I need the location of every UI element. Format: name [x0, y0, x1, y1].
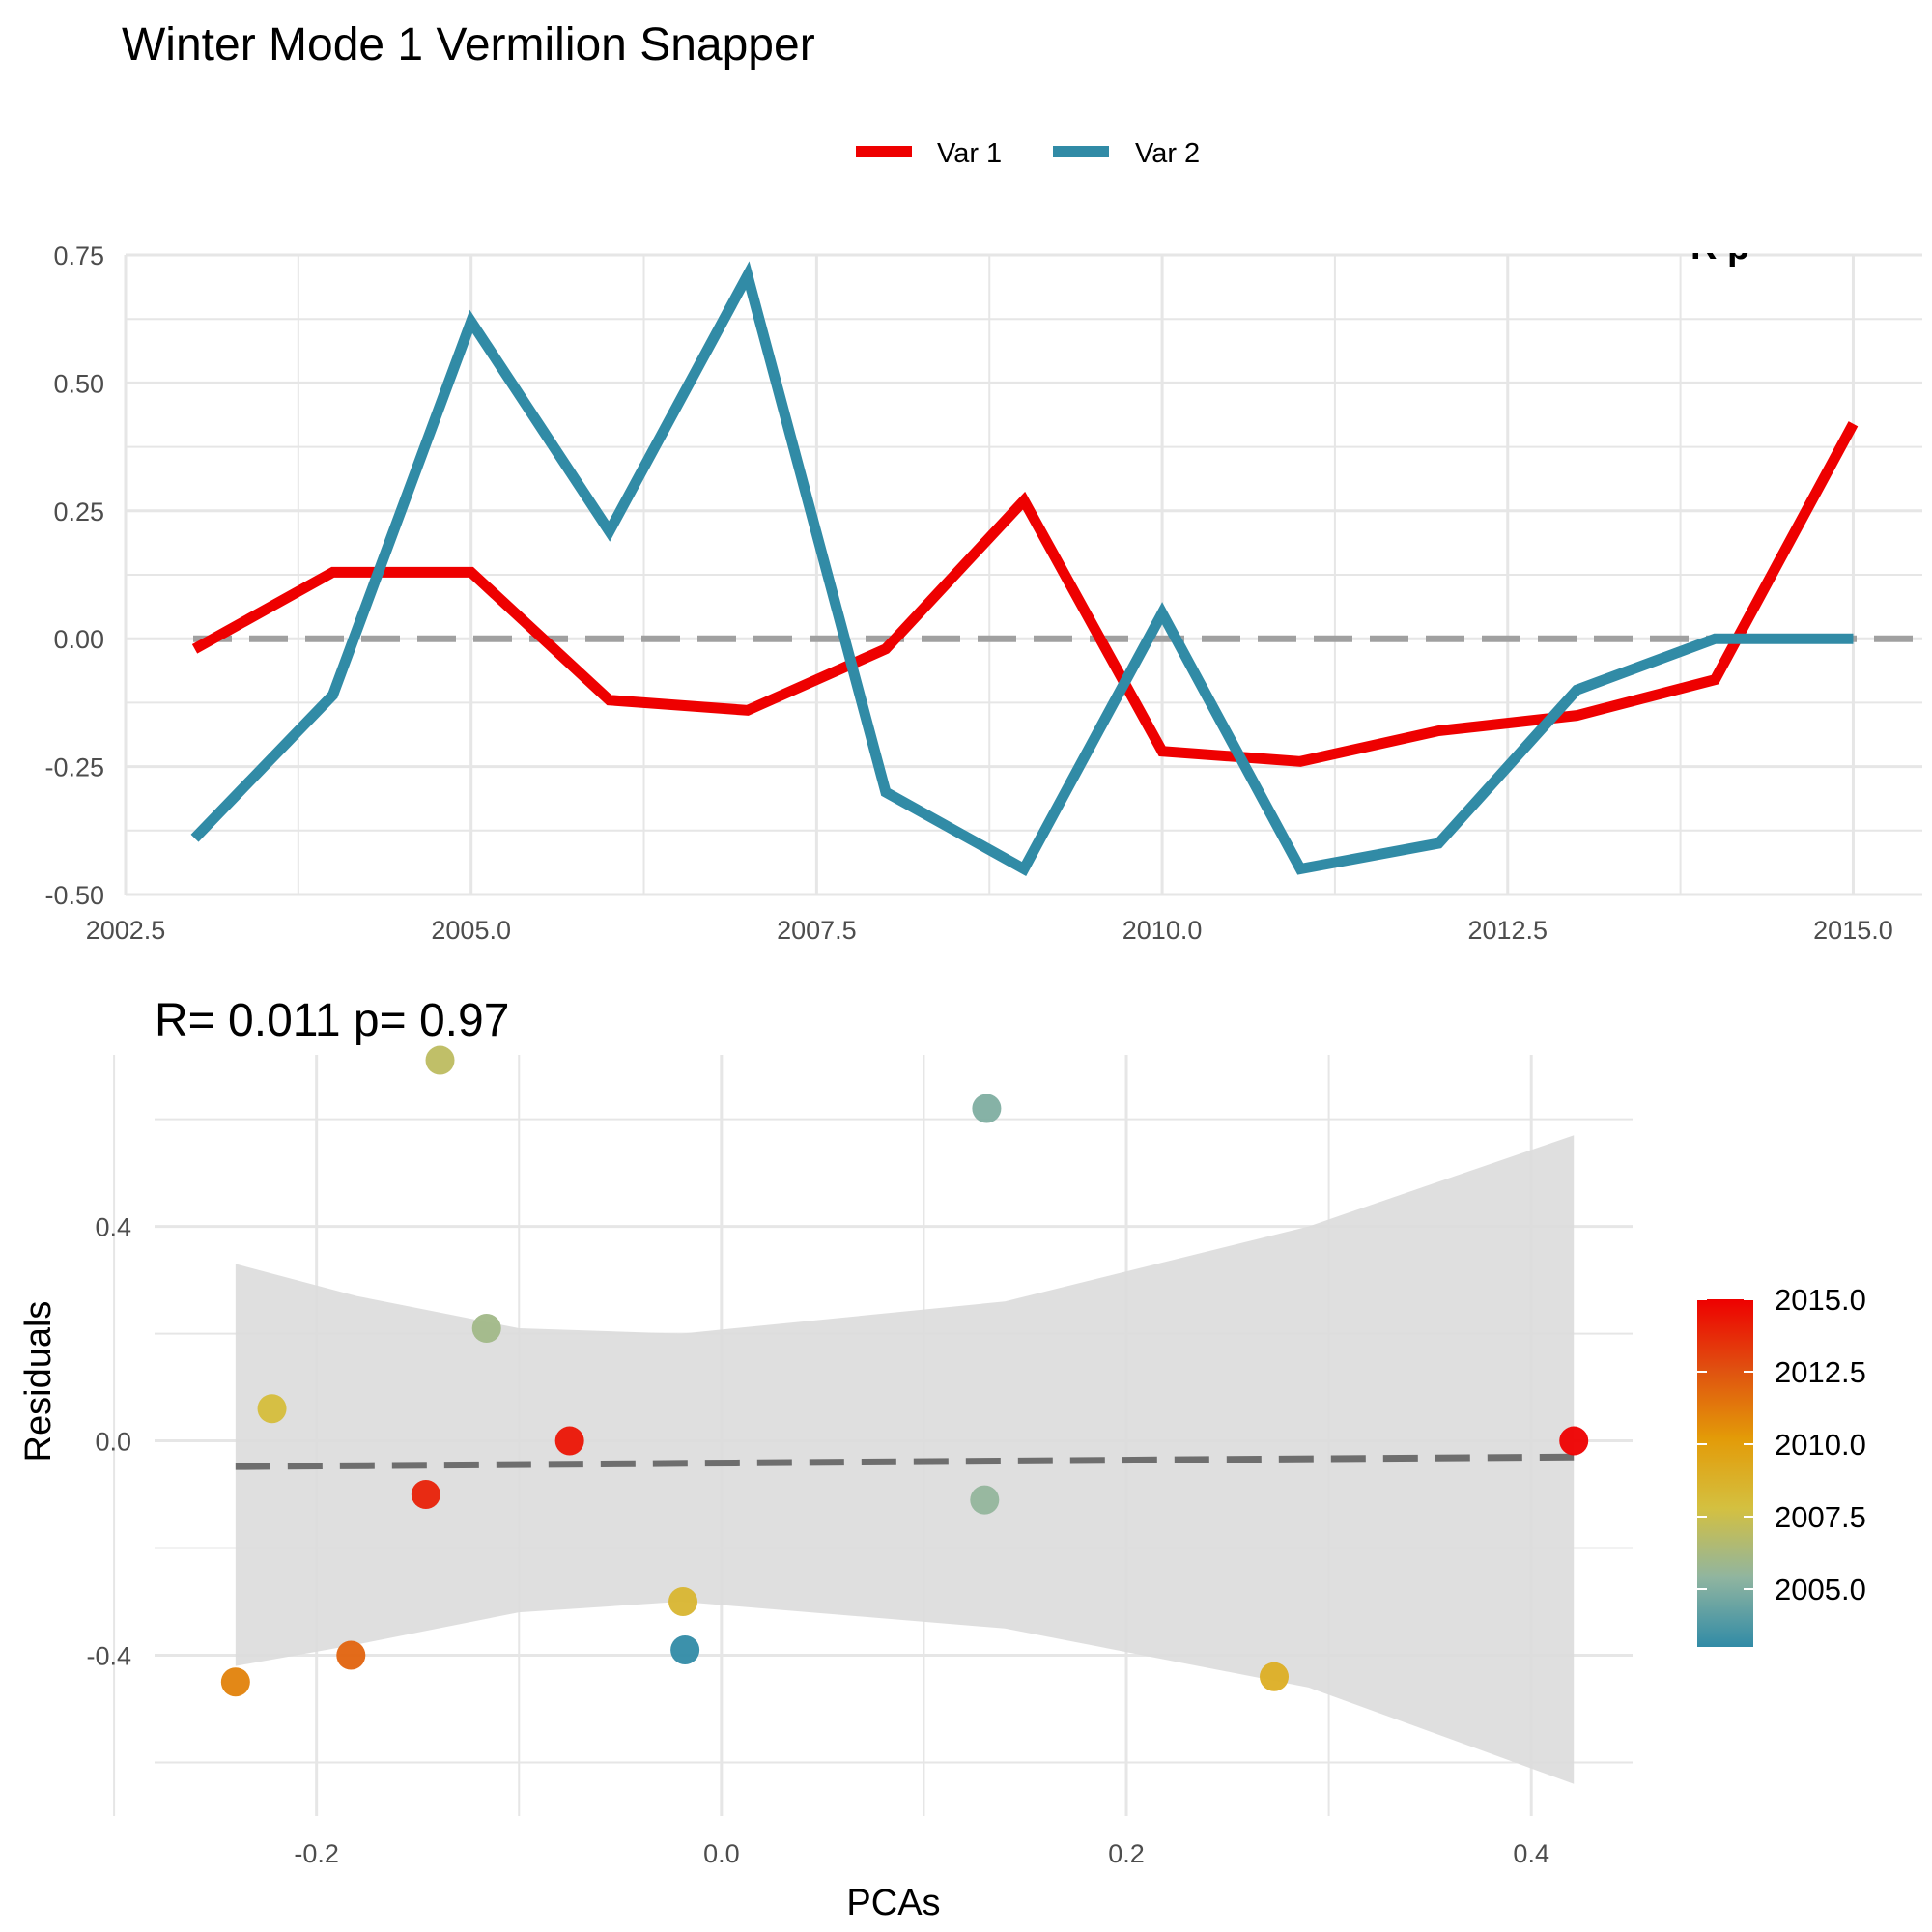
x-tick-label: 2010.0 — [1122, 916, 1203, 945]
scatter-point — [970, 1485, 1000, 1515]
colorbar — [1697, 1299, 1753, 1647]
figure-title: Winter Mode 1 Vermilion Snapper — [122, 19, 815, 71]
confidence-ribbon — [235, 1135, 1575, 1784]
scatter-point — [554, 1426, 584, 1456]
y-tick-label: -0.50 — [44, 881, 104, 910]
scatter-point — [1260, 1662, 1290, 1691]
y-tick-label: 0.75 — [53, 242, 104, 270]
series-line-var1 — [191, 421, 1859, 767]
scatter-point — [220, 1667, 250, 1697]
x-tick-label: 2012.5 — [1467, 916, 1548, 945]
colorbar-tick-label: 2005.0 — [1775, 1573, 1866, 1606]
y-tick-label: 0.0 — [95, 1428, 131, 1457]
scatter-title: R= 0.011 p= 0.97 — [155, 995, 509, 1046]
colorbar-tick-label: 2012.5 — [1775, 1355, 1866, 1389]
x-tick-label: 0.2 — [1108, 1839, 1145, 1868]
scatter-point — [668, 1587, 698, 1617]
legend-var1-label: Var 1 — [937, 138, 1002, 169]
corner-clip — [1642, 193, 1932, 253]
x-tick-label: 0.4 — [1513, 1839, 1549, 1868]
y-tick-label: 0.25 — [53, 497, 104, 526]
regression-fit-line — [235, 1453, 1575, 1470]
scatter-point — [257, 1394, 287, 1424]
colorbar-tick-label: 2007.5 — [1775, 1500, 1866, 1534]
scatter-point — [670, 1634, 700, 1664]
scatter-point — [471, 1314, 501, 1344]
x-tick-label: 2002.5 — [86, 916, 166, 945]
legend-var2-label: Var 2 — [1135, 138, 1200, 169]
scatter-point — [972, 1094, 1002, 1123]
y-tick-label: 0.50 — [53, 369, 104, 398]
y-tick-label: 0.4 — [95, 1213, 131, 1242]
series-line-var2 — [190, 261, 1854, 877]
y-tick-label: -0.4 — [86, 1642, 131, 1671]
scatter-point — [1559, 1426, 1589, 1456]
legend: Var 1 Var 2 — [856, 138, 1200, 169]
x-tick-label: 2007.5 — [777, 916, 857, 945]
scatter-point — [336, 1640, 366, 1670]
x-tick-label: 0.0 — [703, 1839, 740, 1868]
y-tick-label: -0.25 — [44, 753, 104, 782]
x-tick-label: 2015.0 — [1813, 916, 1893, 945]
colorbar-tick-label: 2015.0 — [1775, 1283, 1866, 1317]
scatter-point — [425, 1045, 455, 1075]
x-tick-label: 2005.0 — [431, 916, 511, 945]
scatter-x-axis-label: PCAs — [846, 1883, 940, 1923]
scatter-point — [411, 1480, 440, 1510]
line-chart: 2002.5 2005.0 2007.5 2010.0 2012.5 2015.0 -0.5… — [44, 193, 1932, 945]
scatter-y-axis-label: Residuals — [18, 1301, 59, 1463]
colorbar-tick-label: 2010.0 — [1775, 1428, 1866, 1462]
scatter-chart: -0.2 0.0 0.2 0.4 -0.4 0.0 0.4 2015.0 2012.5 2010.… — [86, 1045, 1866, 1868]
x-tick-label: -0.2 — [294, 1839, 339, 1868]
y-tick-label: 0.00 — [53, 625, 104, 654]
